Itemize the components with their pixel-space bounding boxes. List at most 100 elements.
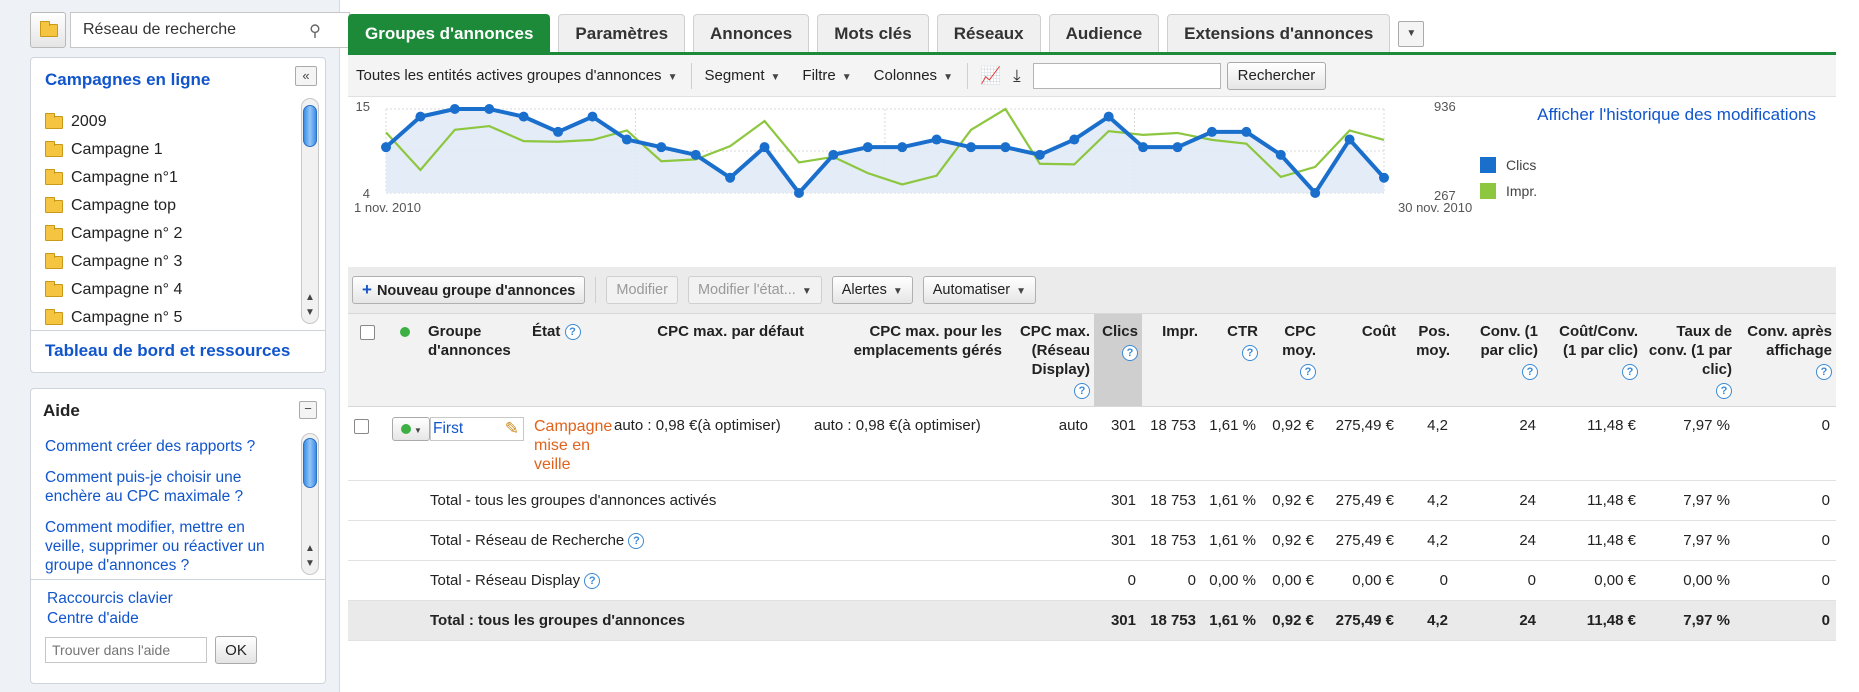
help-icon[interactable]: ? [628, 533, 645, 550]
help-search-input[interactable] [45, 637, 207, 663]
columns-dropdown[interactable]: Colonnes ▼ [873, 67, 953, 84]
campaign-tree-button[interactable] [30, 12, 66, 48]
help-icon[interactable]: ? [584, 573, 601, 590]
legend-item-clics[interactable]: Clics [1480, 157, 1537, 173]
help-icon[interactable]: ? [1242, 345, 1258, 362]
cpc-default-cell[interactable]: auto : 0,98 €(à optimiser) [608, 406, 808, 481]
clics-point[interactable] [553, 126, 564, 137]
tab-networks[interactable]: Réseaux [936, 14, 1041, 52]
download-icon[interactable]: ⤓ [1013, 65, 1021, 85]
col-header-conv[interactable]: Conv. (1 par clic)? [1454, 313, 1542, 407]
filter-dropdown[interactable]: Filtre ▼ [802, 67, 852, 84]
campaign-tree-scrollbar[interactable]: ▲ ▼ [301, 98, 319, 324]
table-search-input[interactable] [1032, 62, 1221, 89]
clics-point[interactable] [862, 142, 873, 153]
col-header-conv-rate[interactable]: Taux de conv. (1 par clic)? [1642, 313, 1736, 407]
clics-point[interactable] [484, 104, 495, 114]
legend-item-impr[interactable]: Impr. [1480, 183, 1537, 199]
cpc-display-cell[interactable]: auto [1006, 406, 1094, 481]
help-question-link[interactable]: Comment puis-je choisir une enchère au C… [45, 469, 244, 505]
scope-dropdown[interactable]: Toutes les entités actives groupes d'ann… [356, 67, 678, 84]
clics-point[interactable] [656, 142, 667, 153]
clics-point[interactable] [1379, 172, 1389, 183]
clics-point[interactable] [415, 111, 426, 122]
ad-group-name-link[interactable]: First ✎ [430, 417, 524, 441]
edit-button[interactable]: Modifier [606, 276, 678, 304]
automate-button[interactable]: Automatiser ▼ [922, 276, 1037, 304]
row-checkbox[interactable] [354, 418, 369, 434]
col-header-group[interactable]: Groupe d'annonces [424, 313, 528, 407]
col-header-view-conv[interactable]: Conv. après affichage? [1736, 313, 1836, 407]
help-icon[interactable]: ? [1522, 364, 1538, 381]
select-all-checkbox[interactable] [359, 324, 375, 340]
scroll-down-icon[interactable]: ▼ [305, 307, 315, 318]
clics-point[interactable] [1241, 126, 1252, 137]
col-header-cost[interactable]: Coût [1320, 313, 1400, 407]
search-button[interactable]: Rechercher [1226, 61, 1327, 90]
clics-point[interactable] [1103, 111, 1114, 122]
tree-item[interactable]: Campagne 1 [45, 136, 295, 164]
clics-point[interactable] [725, 172, 736, 183]
network-search-input[interactable] [70, 12, 350, 48]
keyboard-shortcuts-link[interactable]: Raccourcis clavier [47, 590, 173, 607]
col-header-clicks[interactable]: Clics? [1094, 313, 1142, 407]
tree-item[interactable]: Campagne top [45, 192, 295, 220]
col-header-cpc-display[interactable]: CPC max. (Réseau Display)? [1006, 313, 1094, 407]
help-center-link[interactable]: Centre d'aide [47, 610, 139, 627]
help-icon[interactable]: ? [1074, 383, 1090, 400]
clics-point[interactable] [621, 134, 632, 145]
tree-item[interactable]: Campagne n° 5 [45, 304, 295, 332]
col-header-ctr[interactable]: CTR? [1202, 313, 1262, 407]
tab-ad-groups[interactable]: Groupes d'annonces [348, 14, 551, 52]
clics-point[interactable] [1000, 142, 1011, 153]
tab-audience[interactable]: Audience [1048, 14, 1160, 52]
collapse-sidebar-button[interactable]: « [295, 66, 317, 86]
pencil-icon[interactable]: ✎ [504, 419, 519, 438]
segment-dropdown[interactable]: Segment ▼ [704, 67, 781, 84]
clics-point[interactable] [759, 142, 770, 153]
more-tabs-dropdown[interactable]: ▼ [1398, 21, 1425, 47]
clics-point[interactable] [1069, 134, 1080, 145]
col-header-impr[interactable]: Impr. [1142, 313, 1202, 407]
scroll-up-icon[interactable]: ▲ [305, 543, 315, 554]
col-header-cpc-avg[interactable]: CPC moy.? [1262, 313, 1320, 407]
clics-point[interactable] [587, 111, 598, 122]
search-icon[interactable]: ⚲ [309, 23, 321, 40]
clics-point[interactable] [1172, 142, 1183, 153]
help-icon[interactable]: ? [564, 324, 581, 341]
clics-point[interactable] [381, 142, 391, 153]
tree-item[interactable]: Campagne n° 4 [45, 276, 295, 304]
tree-item[interactable]: Campagne n° 2 [45, 220, 295, 248]
scroll-thumb[interactable] [303, 105, 317, 147]
status-dropdown[interactable]: ▼ [392, 417, 430, 441]
new-ad-group-button[interactable]: + Nouveau groupe d'annonces [352, 276, 586, 304]
clics-point[interactable] [449, 104, 460, 114]
change-history-link[interactable]: Afficher l'historique des modifications [1537, 105, 1816, 124]
clics-point[interactable] [1310, 188, 1321, 198]
edit-state-button[interactable]: Modifier l'état... ▼ [687, 276, 822, 304]
cpc-managed-cell[interactable]: auto : 0,98 €(à optimiser) [808, 406, 1006, 481]
help-ok-button[interactable]: OK [215, 636, 257, 664]
scroll-down-icon[interactable]: ▼ [305, 558, 315, 569]
clics-point[interactable] [828, 149, 839, 160]
clics-point[interactable] [793, 188, 804, 198]
scroll-up-icon[interactable]: ▲ [305, 292, 315, 303]
clics-point[interactable] [931, 134, 942, 145]
minimize-help-button[interactable]: − [299, 401, 317, 419]
help-icon[interactable]: ? [1122, 345, 1138, 362]
help-icon[interactable]: ? [1716, 383, 1732, 400]
clics-point[interactable] [1138, 142, 1149, 153]
dashboard-link[interactable]: Tableau de bord et ressources [45, 341, 291, 360]
tree-item[interactable]: Campagne n° 3 [45, 248, 295, 276]
tab-settings[interactable]: Paramètres [558, 14, 686, 52]
tab-ads[interactable]: Annonces [693, 14, 810, 52]
col-header-state[interactable]: État ? [528, 313, 608, 407]
tree-item[interactable]: 2009 [45, 108, 295, 136]
tab-ad-extensions[interactable]: Extensions d'annonces [1167, 14, 1391, 52]
col-header-cost-conv[interactable]: Coût/Conv. (1 par clic)? [1542, 313, 1642, 407]
scroll-thumb[interactable] [303, 438, 317, 488]
clics-point[interactable] [518, 111, 529, 122]
col-header-cpc-managed[interactable]: CPC max. pour les emplacements gérés [808, 313, 1006, 407]
clics-point[interactable] [1206, 126, 1217, 137]
col-header-cpc-default[interactable]: CPC max. par défaut [608, 313, 808, 407]
